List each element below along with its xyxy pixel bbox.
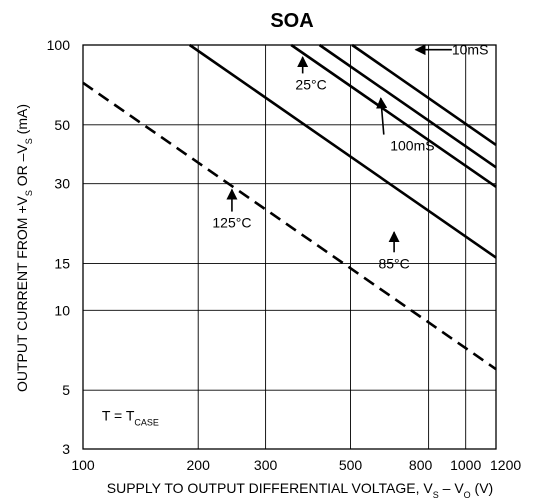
- series-line: [82, 81, 497, 371]
- annotation-label: 25°C: [295, 76, 326, 92]
- x-axis-label: SUPPLY TO OUTPUT DIFFERENTIAL VOLTAGE, V…: [107, 480, 493, 500]
- series-line: [290, 43, 497, 188]
- annotation-label: 100mS: [390, 138, 434, 154]
- y-tick-label: 100: [47, 37, 71, 53]
- series-line: [351, 43, 497, 147]
- x-tick-label: 200: [187, 457, 211, 473]
- annotation-label: 85°C: [378, 255, 409, 271]
- y-tick-label: 30: [54, 176, 70, 192]
- x-tick-label: 1000: [450, 457, 481, 473]
- y-tick-label: 10: [54, 302, 70, 318]
- x-tick-labels: 100 200 300 500 800 1000 1200: [71, 457, 521, 473]
- grid-lines: [82, 44, 497, 450]
- y-tick-labels: 3 5 10 15 30 50 100: [47, 37, 71, 457]
- case-temperature-note: T = TCASE: [102, 407, 159, 427]
- plot-area-border: [82, 44, 497, 450]
- annotation-arrow: [376, 97, 388, 135]
- x-tick-label: 100: [71, 457, 95, 473]
- x-tick-label: 1200: [490, 457, 521, 473]
- y-tick-label: 15: [54, 256, 70, 272]
- y-tick-label: 50: [54, 117, 70, 133]
- annotation-label: 10mS: [452, 42, 489, 58]
- x-tick-label: 500: [339, 457, 363, 473]
- y-axis-label: OUTPUT CURRENT FROM +VS OR –VS (mA): [14, 104, 34, 392]
- x-tick-label: 800: [409, 457, 433, 473]
- annotation-label: 125°C: [212, 215, 251, 231]
- annotations: 125°C 85°C 25°C 100mS 10mS T = TCASE: [102, 42, 489, 428]
- series-lines: [82, 43, 497, 371]
- y-tick-label: 5: [62, 382, 70, 398]
- y-tick-label: 3: [62, 441, 70, 457]
- x-tick-label: 300: [254, 457, 278, 473]
- chart-title: SOA: [270, 10, 313, 32]
- series-line: [318, 43, 497, 169]
- series-line: [188, 43, 497, 259]
